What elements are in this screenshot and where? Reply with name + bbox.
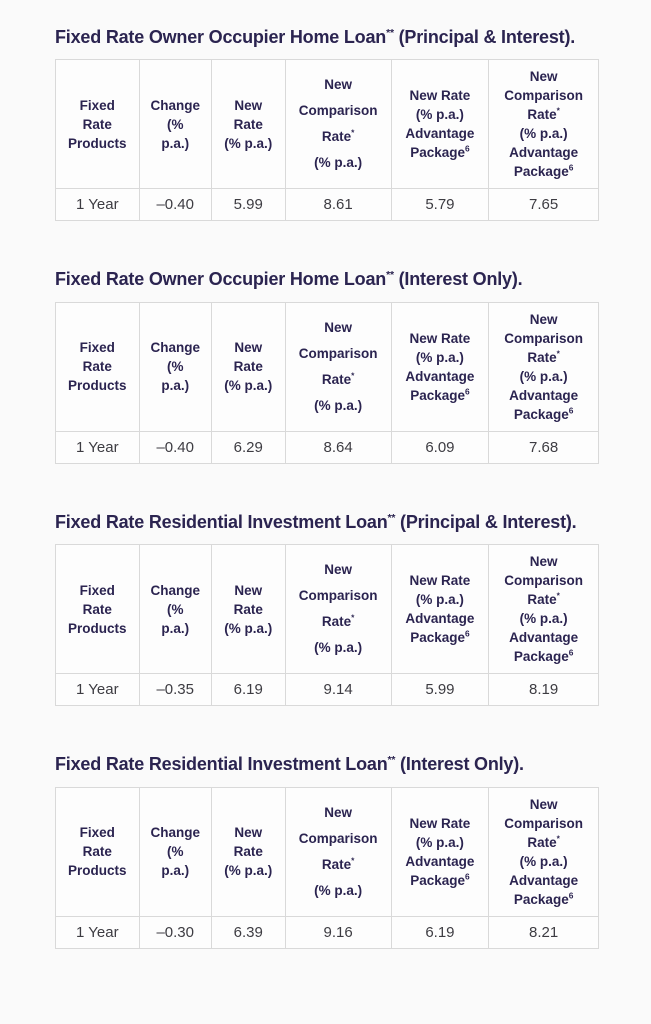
col-header-new-rate-advantage-package: New Rate (% p.a.) Advantage Package6 — [390, 59, 490, 190]
rate-data-row: 1 Year –0.40 5.99 8.61 5.79 7.65 — [55, 188, 599, 222]
section-title-text: Fixed Rate Residential Investment Loan — [55, 511, 388, 532]
cell-new-comparison-rate-advantage-package: 8.21 — [488, 915, 599, 949]
cell-new-comparison-rate: 9.16 — [284, 915, 392, 949]
footnote-6-marker: 6 — [568, 405, 574, 416]
cell-fixed-rate-product: 1 Year — [55, 430, 140, 464]
cell-change: –0.40 — [138, 430, 212, 464]
col-header-new-comparison-rate: New Comparison Rate* (% p.a.) — [284, 301, 392, 432]
cell-new-comparison-rate-advantage-package: 8.19 — [488, 673, 599, 707]
col-header-new-comparison-rate: New Comparison Rate* (% p.a.) — [284, 544, 392, 675]
section-title-text: Fixed Rate Residential Investment Loan — [55, 754, 388, 775]
rate-data-row: 1 Year –0.30 6.39 9.16 6.19 8.21 — [55, 915, 599, 949]
rates-table: Fixed Rate Products Change (% p.a.) New … — [55, 544, 599, 707]
rates-table: Fixed Rate Products Change (% p.a.) New … — [55, 786, 599, 949]
col-header-new-comparison-rate-advantage-package: New Comparison Rate* (% p.a.) Advantage … — [488, 301, 599, 432]
footnote-6-marker: 6 — [464, 871, 470, 882]
asterisk-footnote-marker: * — [556, 590, 560, 601]
section-title-suffix: (Principal & Interest). — [395, 511, 577, 532]
double-asterisk-footnote-marker: ** — [386, 270, 394, 282]
cell-new-comparison-rate-advantage-package: 7.65 — [488, 188, 599, 222]
col-header-new-comparison-rate: New Comparison Rate* (% p.a.) — [284, 786, 392, 917]
cell-fixed-rate-product: 1 Year — [55, 188, 140, 222]
cell-new-rate-advantage-package: 6.09 — [390, 430, 490, 464]
section-title-suffix: (Principal & Interest). — [393, 27, 576, 47]
double-asterisk-footnote-marker: ** — [387, 512, 396, 524]
col-header-new-comparison-rate-advantage-package: New Comparison Rate* (% p.a.) Advantage … — [488, 544, 599, 675]
cell-new-rate-advantage-package: 5.99 — [390, 673, 490, 707]
footnote-6-marker: 6 — [464, 143, 470, 154]
cell-new-rate-advantage-package: 6.19 — [390, 915, 490, 949]
section-title: Fixed Rate Owner Occupier Home Loan** (I… — [55, 267, 599, 291]
table-header-row: Fixed Rate Products Change (% p.a.) New … — [55, 786, 599, 917]
rate-data-row: 1 Year –0.35 6.19 9.14 5.99 8.19 — [55, 673, 599, 707]
footnote-6-marker: 6 — [464, 628, 470, 639]
cell-new-rate: 6.29 — [210, 430, 286, 464]
col-header-change: Change (% p.a.) — [138, 301, 212, 432]
cell-change: –0.40 — [138, 188, 212, 222]
cell-new-rate-advantage-package: 5.79 — [390, 188, 490, 222]
col-header-new-comparison-rate-advantage-package: New Comparison Rate* (% p.a.) Advantage … — [488, 786, 599, 917]
cell-new-comparison-rate: 8.61 — [284, 188, 392, 222]
footnote-6-marker: 6 — [568, 647, 574, 658]
cell-change: –0.30 — [138, 915, 212, 949]
section-title-text: Fixed Rate Owner Occupier Home Loan — [55, 269, 387, 290]
loan-rate-section: Fixed Rate Owner Occupier Home Loan** (P… — [55, 25, 599, 222]
col-header-new-rate-advantage-package: New Rate (% p.a.) Advantage Package6 — [390, 786, 490, 917]
loan-rate-sections: Fixed Rate Owner Occupier Home Loan** (P… — [55, 25, 599, 949]
col-header-fixed-rate-products: Fixed Rate Products — [55, 59, 140, 190]
section-title-text: Fixed Rate Owner Occupier Home Loan — [55, 27, 387, 47]
cell-new-rate: 6.19 — [210, 673, 286, 707]
rates-table: Fixed Rate Products Change (% p.a.) New … — [55, 301, 599, 464]
col-header-new-rate: New Rate (% p.a.) — [210, 301, 286, 432]
col-header-fixed-rate-products: Fixed Rate Products — [55, 301, 140, 432]
loan-rate-section: Fixed Rate Owner Occupier Home Loan** (I… — [55, 267, 599, 464]
asterisk-footnote-marker: * — [351, 855, 355, 866]
section-title: Fixed Rate Residential Investment Loan**… — [55, 510, 599, 534]
col-header-new-comparison-rate: New Comparison Rate* (% p.a.) — [284, 59, 392, 190]
section-title: Fixed Rate Owner Occupier Home Loan** (P… — [55, 25, 599, 49]
asterisk-footnote-marker: * — [556, 348, 560, 359]
asterisk-footnote-marker: * — [556, 105, 560, 116]
rate-data-row: 1 Year –0.40 6.29 8.64 6.09 7.68 — [55, 430, 599, 464]
footnote-6-marker: 6 — [568, 890, 574, 901]
cell-new-rate: 5.99 — [210, 188, 286, 222]
table-header-row: Fixed Rate Products Change (% p.a.) New … — [55, 301, 599, 432]
loan-rate-section: Fixed Rate Residential Investment Loan**… — [55, 752, 599, 949]
cell-new-comparison-rate: 8.64 — [284, 430, 392, 464]
asterisk-footnote-marker: * — [351, 612, 355, 623]
table-header-row: Fixed Rate Products Change (% p.a.) New … — [55, 59, 599, 190]
col-header-fixed-rate-products: Fixed Rate Products — [55, 544, 140, 675]
col-header-new-rate-advantage-package: New Rate (% p.a.) Advantage Package6 — [390, 301, 490, 432]
loan-rate-section: Fixed Rate Residential Investment Loan**… — [55, 510, 599, 707]
cell-fixed-rate-product: 1 Year — [55, 915, 140, 949]
table-header-row: Fixed Rate Products Change (% p.a.) New … — [55, 544, 599, 675]
section-title-suffix: (Interest Only). — [393, 269, 523, 290]
rates-table: Fixed Rate Products Change (% p.a.) New … — [55, 59, 599, 222]
double-asterisk-footnote-marker: ** — [386, 28, 394, 39]
col-header-fixed-rate-products: Fixed Rate Products — [55, 786, 140, 917]
col-header-change: Change (% p.a.) — [138, 786, 212, 917]
cell-change: –0.35 — [138, 673, 212, 707]
cell-new-comparison-rate-advantage-package: 7.68 — [488, 430, 599, 464]
col-header-new-rate: New Rate (% p.a.) — [210, 544, 286, 675]
asterisk-footnote-marker: * — [351, 127, 355, 138]
asterisk-footnote-marker: * — [556, 833, 560, 844]
asterisk-footnote-marker: * — [351, 370, 355, 381]
col-header-new-comparison-rate-advantage-package: New Comparison Rate* (% p.a.) Advantage … — [488, 59, 599, 190]
footnote-6-marker: 6 — [568, 162, 574, 173]
col-header-new-rate-advantage-package: New Rate (% p.a.) Advantage Package6 — [390, 544, 490, 675]
cell-fixed-rate-product: 1 Year — [55, 673, 140, 707]
section-title: Fixed Rate Residential Investment Loan**… — [55, 752, 599, 776]
col-header-new-rate: New Rate (% p.a.) — [210, 786, 286, 917]
cell-new-comparison-rate: 9.14 — [284, 673, 392, 707]
double-asterisk-footnote-marker: ** — [387, 755, 396, 767]
section-title-suffix: (Interest Only). — [395, 754, 524, 775]
footnote-6-marker: 6 — [464, 386, 470, 397]
cell-new-rate: 6.39 — [210, 915, 286, 949]
col-header-new-rate: New Rate (% p.a.) — [210, 59, 286, 190]
col-header-change: Change (% p.a.) — [138, 544, 212, 675]
col-header-change: Change (% p.a.) — [138, 59, 212, 190]
